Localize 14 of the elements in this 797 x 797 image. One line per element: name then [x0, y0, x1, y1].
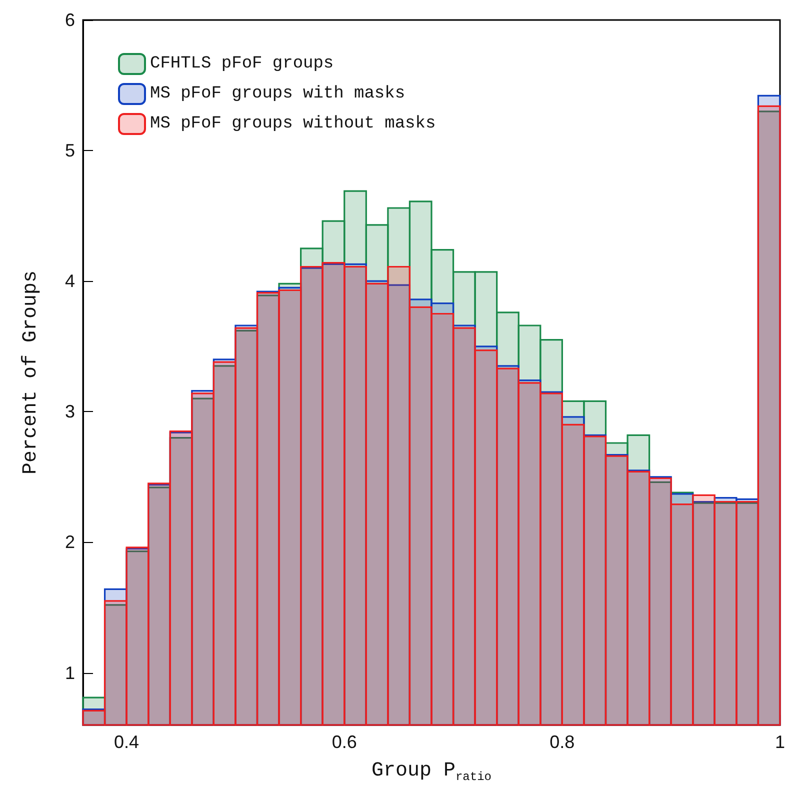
y-axis-title: Percent of Groups — [20, 270, 42, 475]
y-tick-label: 5 — [64, 140, 75, 161]
y-tick-label: 6 — [64, 10, 75, 30]
y-tick-label: 3 — [64, 402, 75, 422]
legend-label: MS pFoF groups without masks — [150, 114, 436, 134]
x-tick-label: 0.6 — [332, 732, 357, 752]
y-tick-label: 1 — [64, 662, 75, 683]
y-tick-label: 2 — [64, 532, 75, 552]
y-tick-label: 4 — [64, 271, 75, 292]
legend-label: CFHTLS pFoF groups — [150, 54, 334, 74]
x-tick-label: 0.8 — [550, 732, 575, 752]
x-tick-label: 0.4 — [114, 732, 140, 752]
legend-label: MS pFoF groups with masks — [150, 84, 406, 104]
x-tick-label: 1 — [774, 732, 785, 752]
